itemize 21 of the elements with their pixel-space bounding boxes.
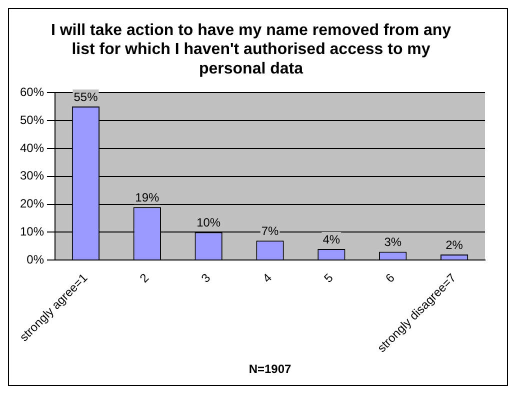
y-tick-label: 0% [26, 252, 44, 266]
data-label: 2% [446, 238, 464, 252]
x-tick-label: 2 [136, 270, 152, 286]
data-label: 3% [384, 235, 402, 250]
x-tick-label: 6 [382, 270, 398, 286]
data-label: 55% [74, 90, 98, 104]
y-tick-label: 60% [20, 84, 44, 99]
data-label: 4% [322, 232, 340, 246]
y-tick-label: 20% [20, 196, 44, 211]
chart-title: I will take action to have my name removed from any list for which I haven't authorised access to my personal data [50, 22, 452, 78]
data-label: 10% [196, 216, 221, 230]
x-axis-title: N=1907 [248, 362, 292, 376]
x-tick-label: 5 [321, 270, 336, 286]
x-tick-label: 4 [260, 270, 275, 286]
y-tick-label: 30% [20, 168, 44, 183]
data-label: 7% [261, 224, 280, 238]
data-label: 19% [135, 190, 160, 204]
y-tick-label: 40% [20, 140, 44, 155]
y-tick-label: 10% [20, 224, 44, 239]
x-tick-label: 3 [198, 270, 214, 286]
y-tick-label: 50% [20, 112, 44, 127]
